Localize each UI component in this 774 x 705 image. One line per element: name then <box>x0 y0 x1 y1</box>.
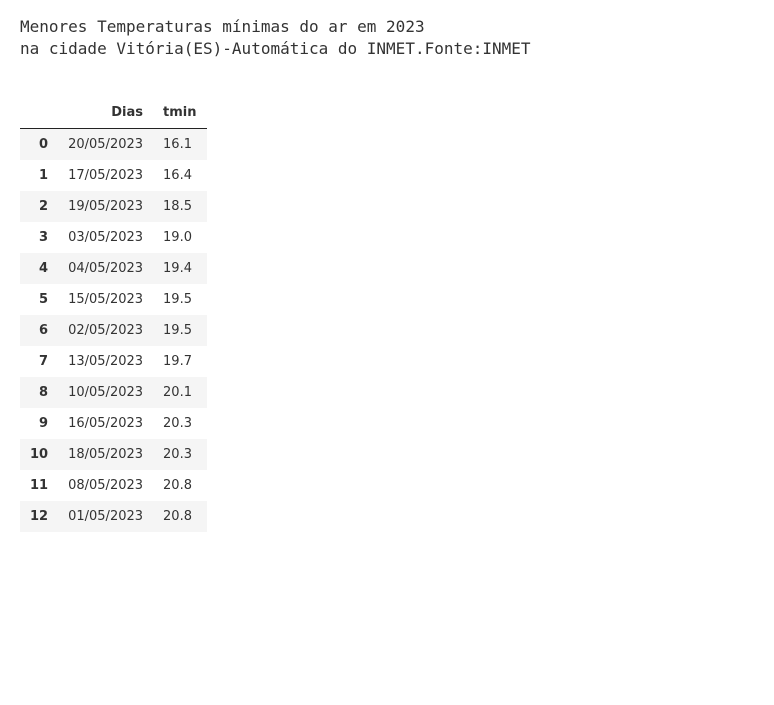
cell-tmin: 20.3 <box>153 439 206 470</box>
row-index: 9 <box>20 408 58 439</box>
output-title: Menores Temperaturas mínimas do ar em 20… <box>20 16 754 61</box>
cell-tmin: 19.5 <box>153 284 206 315</box>
cell-dias: 17/05/2023 <box>58 160 153 191</box>
row-index: 0 <box>20 128 58 160</box>
row-index: 1 <box>20 160 58 191</box>
cell-tmin: 20.1 <box>153 377 206 408</box>
cell-tmin: 19.7 <box>153 346 206 377</box>
table-row: 7 13/05/2023 19.7 <box>20 346 207 377</box>
cell-dias: 08/05/2023 <box>58 470 153 501</box>
row-index: 4 <box>20 253 58 284</box>
table-head: Dias tmin <box>20 97 207 129</box>
cell-dias: 02/05/2023 <box>58 315 153 346</box>
cell-dias: 04/05/2023 <box>58 253 153 284</box>
title-line-1: Menores Temperaturas mínimas do ar em 20… <box>20 17 425 36</box>
dataframe-table: Dias tmin 0 20/05/2023 16.1 1 17/05/2023… <box>20 97 207 532</box>
cell-tmin: 20.8 <box>153 470 206 501</box>
col-header-dias: Dias <box>58 97 153 129</box>
cell-tmin: 16.4 <box>153 160 206 191</box>
row-index: 6 <box>20 315 58 346</box>
cell-tmin: 16.1 <box>153 128 206 160</box>
table-row: 9 16/05/2023 20.3 <box>20 408 207 439</box>
row-index: 10 <box>20 439 58 470</box>
cell-tmin: 19.0 <box>153 222 206 253</box>
table-row: 2 19/05/2023 18.5 <box>20 191 207 222</box>
table-row: 1 17/05/2023 16.4 <box>20 160 207 191</box>
table-body: 0 20/05/2023 16.1 1 17/05/2023 16.4 2 19… <box>20 128 207 532</box>
row-index: 5 <box>20 284 58 315</box>
cell-dias: 01/05/2023 <box>58 501 153 532</box>
index-header-blank <box>20 97 58 129</box>
row-index: 11 <box>20 470 58 501</box>
table-row: 6 02/05/2023 19.5 <box>20 315 207 346</box>
cell-tmin: 19.5 <box>153 315 206 346</box>
cell-tmin: 18.5 <box>153 191 206 222</box>
row-index: 3 <box>20 222 58 253</box>
table-row: 12 01/05/2023 20.8 <box>20 501 207 532</box>
row-index: 8 <box>20 377 58 408</box>
table-row: 0 20/05/2023 16.1 <box>20 128 207 160</box>
cell-dias: 19/05/2023 <box>58 191 153 222</box>
cell-dias: 13/05/2023 <box>58 346 153 377</box>
col-header-tmin: tmin <box>153 97 206 129</box>
header-row: Dias tmin <box>20 97 207 129</box>
row-index: 12 <box>20 501 58 532</box>
cell-dias: 03/05/2023 <box>58 222 153 253</box>
title-line-2: na cidade Vitória(ES)-Automática do INME… <box>20 39 531 58</box>
cell-tmin: 20.8 <box>153 501 206 532</box>
cell-tmin: 19.4 <box>153 253 206 284</box>
table-row: 10 18/05/2023 20.3 <box>20 439 207 470</box>
row-index: 7 <box>20 346 58 377</box>
cell-dias: 18/05/2023 <box>58 439 153 470</box>
table-row: 5 15/05/2023 19.5 <box>20 284 207 315</box>
table-row: 11 08/05/2023 20.8 <box>20 470 207 501</box>
row-index: 2 <box>20 191 58 222</box>
cell-dias: 15/05/2023 <box>58 284 153 315</box>
cell-tmin: 20.3 <box>153 408 206 439</box>
cell-dias: 10/05/2023 <box>58 377 153 408</box>
cell-dias: 20/05/2023 <box>58 128 153 160</box>
table-row: 3 03/05/2023 19.0 <box>20 222 207 253</box>
table-row: 8 10/05/2023 20.1 <box>20 377 207 408</box>
table-row: 4 04/05/2023 19.4 <box>20 253 207 284</box>
cell-dias: 16/05/2023 <box>58 408 153 439</box>
